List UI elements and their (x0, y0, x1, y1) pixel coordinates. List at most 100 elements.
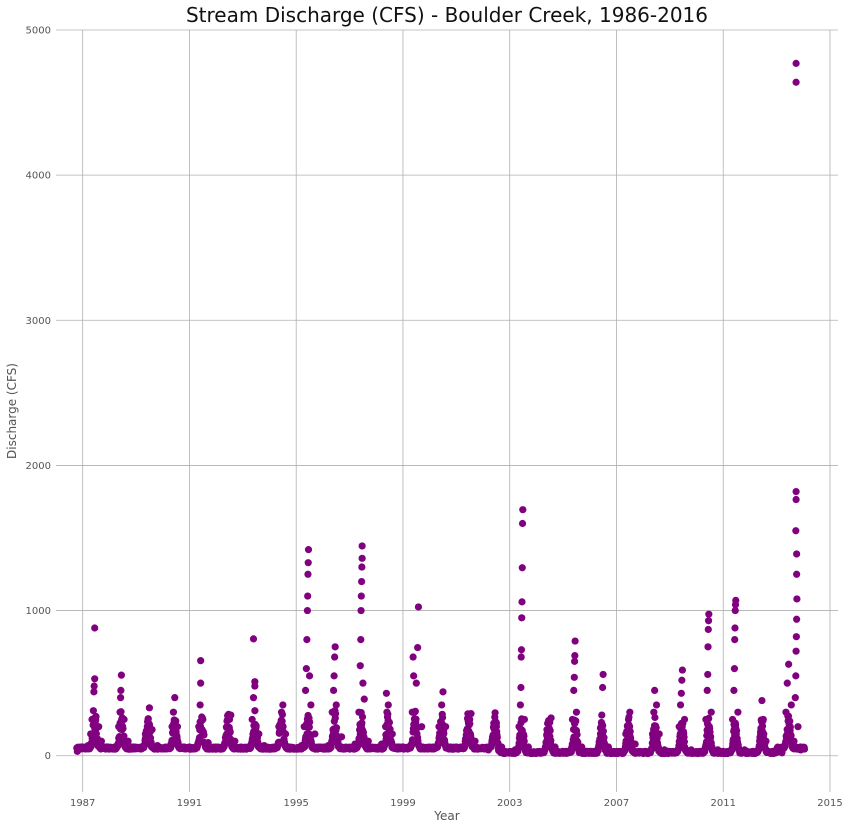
data-point (740, 746, 749, 754)
data-point (278, 717, 286, 725)
y-axis-title: Discharge (CFS) (5, 363, 19, 459)
data-point (758, 722, 767, 730)
data-point (728, 715, 737, 724)
data-point (792, 527, 800, 535)
data-point (117, 671, 125, 679)
data-point (759, 715, 767, 724)
data-point (195, 723, 203, 731)
data-point (518, 598, 526, 606)
data-point (172, 717, 180, 725)
data-point (484, 746, 492, 754)
data-point (129, 743, 137, 751)
data-point (260, 741, 268, 750)
data-point (355, 708, 363, 716)
data-point (714, 746, 722, 754)
data-point (599, 670, 607, 679)
grid-lines (56, 29, 838, 792)
data-point (458, 744, 466, 753)
data-point (568, 715, 577, 724)
data-point (301, 686, 310, 695)
data-point (358, 719, 366, 727)
data-point (364, 737, 372, 745)
data-point (517, 646, 526, 654)
data-point (707, 708, 715, 716)
data-point (303, 606, 312, 615)
data-point (199, 715, 207, 724)
data-point (570, 673, 578, 681)
data-point (382, 689, 391, 697)
data-point (730, 665, 739, 673)
data-point (357, 606, 365, 615)
data-point (675, 723, 683, 731)
data-point (91, 675, 99, 683)
data-point (382, 723, 390, 731)
data-point (304, 546, 313, 554)
data-point (279, 701, 287, 709)
data-point (251, 707, 259, 715)
data-point (281, 730, 290, 738)
data-point (337, 733, 346, 741)
data-point (410, 672, 418, 680)
plot-area (56, 30, 838, 792)
data-point (570, 686, 578, 695)
data-point (440, 729, 448, 738)
data-point (404, 743, 412, 751)
data-point (543, 730, 551, 738)
data-point (524, 743, 533, 751)
data-point (306, 718, 314, 726)
data-point (520, 715, 528, 724)
data-point (103, 743, 111, 751)
data-point (644, 749, 653, 757)
x-tick-label: 1999 (390, 798, 415, 809)
data-point (762, 737, 770, 745)
data-point (438, 701, 446, 709)
data-point (153, 741, 162, 750)
data-point (409, 653, 417, 661)
data-point (677, 689, 685, 697)
data-point (358, 563, 366, 571)
data-point (680, 715, 689, 724)
data-point (678, 676, 686, 684)
data-point (660, 746, 669, 754)
data-point (596, 730, 605, 738)
data-point (357, 592, 365, 600)
data-point (751, 749, 759, 757)
x-tick-label: 2011 (711, 798, 736, 809)
data-point (792, 59, 800, 67)
data-point (141, 730, 150, 738)
data-point (79, 744, 87, 753)
data-point (571, 651, 579, 660)
data-point (703, 686, 711, 695)
data-point (148, 725, 156, 734)
data-point (200, 731, 208, 739)
data-point (328, 708, 336, 716)
data-series (73, 59, 809, 758)
data-point (704, 625, 712, 634)
x-tick-label: 2015 (817, 798, 842, 809)
data-point (758, 696, 766, 705)
y-tick-label: 4000 (26, 171, 51, 182)
y-tick-label: 3000 (26, 316, 51, 327)
data-point (227, 711, 235, 719)
data-point (572, 708, 581, 716)
data-point (358, 554, 366, 562)
data-point (414, 603, 423, 611)
data-point (357, 577, 366, 586)
data-point (111, 743, 119, 751)
data-point (332, 724, 341, 732)
x-tick-label: 2007 (604, 798, 629, 809)
data-point (652, 724, 660, 732)
data-point (145, 704, 154, 712)
data-point (518, 519, 527, 528)
data-point (792, 495, 800, 504)
data-point (115, 723, 123, 731)
data-point (792, 647, 800, 655)
data-point (442, 723, 450, 731)
data-point (357, 636, 365, 644)
data-point (573, 730, 581, 739)
data-point (331, 653, 339, 661)
data-point (676, 701, 685, 709)
data-point (598, 683, 607, 692)
data-point (117, 686, 125, 695)
data-point (97, 737, 105, 745)
